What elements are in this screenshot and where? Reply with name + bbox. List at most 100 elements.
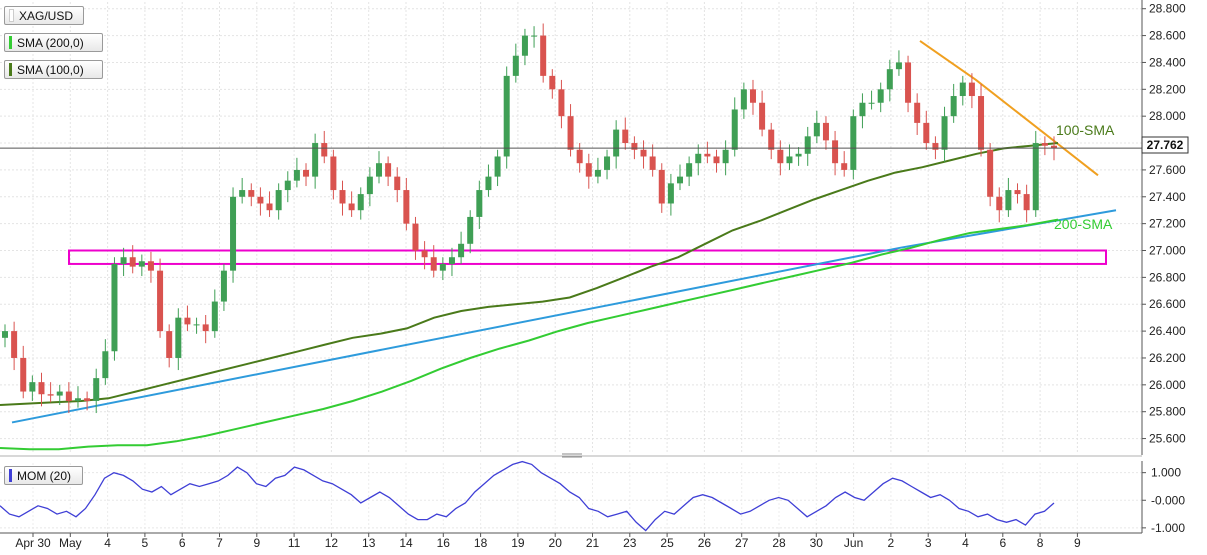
candle <box>850 109 857 180</box>
candle-body <box>111 263 118 352</box>
candle-body <box>576 149 583 164</box>
x-tick-label: Apr 30 <box>15 536 51 550</box>
symbol-legend[interactable]: XAG/USD <box>4 6 84 25</box>
candle <box>604 149 611 180</box>
pane-resize-handle[interactable] <box>562 453 582 458</box>
candle-body <box>540 35 547 76</box>
candle <box>211 289 218 338</box>
candle-body <box>895 62 902 70</box>
candle-body <box>175 317 182 358</box>
candle-body <box>740 89 747 110</box>
candle <box>1005 177 1012 217</box>
sma200-annotation: 200-SMA <box>1054 216 1113 232</box>
momentum-label: MOM (20) <box>17 468 71 483</box>
candle-body <box>531 35 538 37</box>
candle-body <box>503 75 510 157</box>
last-price-tag: 27.762 <box>1141 136 1189 154</box>
y-tick-label: 28.600 <box>1149 29 1186 43</box>
candle <box>905 55 912 113</box>
candle <box>1032 130 1039 217</box>
candle-body <box>129 257 136 267</box>
candle-body <box>266 203 273 211</box>
candle-body <box>832 140 839 164</box>
candle <box>339 180 346 216</box>
sma200-label: SMA (200,0) <box>17 35 84 50</box>
candle-body <box>138 261 145 267</box>
candle-body <box>248 190 255 197</box>
candle-body <box>1041 143 1048 146</box>
candle <box>239 177 246 204</box>
candle <box>987 143 994 207</box>
candle <box>667 173 674 216</box>
x-tick-label: 3 <box>925 536 932 550</box>
x-tick-label: 27 <box>735 536 749 550</box>
candle-body <box>312 143 319 177</box>
candle <box>403 177 410 231</box>
price-plot-area <box>0 0 1142 455</box>
candle <box>521 28 528 66</box>
sma100-line <box>0 142 1059 406</box>
candle-body <box>1005 190 1012 211</box>
candle-body <box>303 169 310 177</box>
candle <box>585 153 592 189</box>
candle-body <box>330 156 337 191</box>
y-tick-label: 27.000 <box>1149 244 1186 258</box>
candle <box>978 83 985 157</box>
candle-body <box>430 257 437 271</box>
y-tick-label: 28.000 <box>1149 109 1186 123</box>
x-tick-label: 11 <box>288 536 301 550</box>
candle-body <box>594 169 601 177</box>
candle-body <box>47 394 54 396</box>
candle-body <box>38 382 45 395</box>
x-tick-label: Jun <box>844 536 863 550</box>
candle <box>284 171 291 203</box>
candle <box>375 151 382 184</box>
sma100-legend[interactable]: SMA (100,0) <box>4 60 103 79</box>
x-tick-label: 9 <box>1074 536 1081 550</box>
candle <box>476 180 483 230</box>
mom-y-tick-label: -1.000 <box>1151 521 1185 535</box>
candle-body <box>822 122 829 141</box>
candle-body <box>211 301 218 332</box>
candle-body <box>777 149 784 164</box>
candle-body <box>1014 190 1021 195</box>
candle <box>658 163 665 213</box>
candle-body <box>978 96 985 150</box>
candle <box>230 187 237 283</box>
candle <box>549 69 556 99</box>
last-price-value: 27.762 <box>1147 138 1184 152</box>
candle-body <box>485 176 492 191</box>
candle <box>923 110 930 150</box>
candle-body <box>722 149 729 164</box>
candle <box>275 183 282 220</box>
candle <box>20 345 27 399</box>
candle-body <box>184 317 191 325</box>
candle <box>366 167 373 207</box>
candle <box>348 191 355 217</box>
y-tick-label: 26.000 <box>1149 378 1186 392</box>
candle <box>166 324 173 368</box>
y-tick-label: 26.400 <box>1149 324 1186 338</box>
candle <box>768 122 775 160</box>
momentum-legend[interactable]: MOM (20) <box>4 466 83 485</box>
candle-body <box>193 324 200 326</box>
candle-body <box>84 398 91 401</box>
sma200-swatch <box>9 36 12 49</box>
sma200-legend[interactable]: SMA (200,0) <box>4 33 103 52</box>
candle <box>941 106 948 162</box>
x-tick-label: 21 <box>586 536 600 550</box>
candle-body <box>704 153 711 157</box>
candle-body <box>667 183 674 204</box>
candle <box>439 257 446 281</box>
mom-y-tick-label: 1.000 <box>1151 466 1181 480</box>
candle-body <box>239 190 246 197</box>
candle <box>11 321 18 371</box>
candle-body <box>1032 143 1039 211</box>
candle-body <box>403 190 410 224</box>
candle <box>759 90 766 137</box>
candle <box>640 140 647 169</box>
x-tick-label: 14 <box>399 536 413 550</box>
candle-body <box>987 149 994 197</box>
candle <box>959 75 966 106</box>
